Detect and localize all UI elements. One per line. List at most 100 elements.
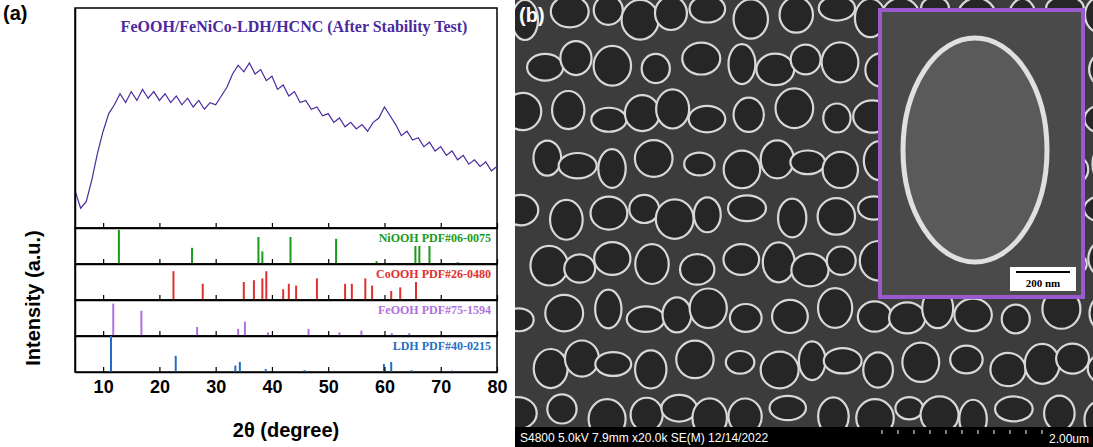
sem-pore bbox=[734, 98, 764, 132]
reference-peak bbox=[172, 271, 174, 300]
x-tick: 80 bbox=[487, 367, 507, 397]
sem-pore bbox=[680, 254, 714, 285]
sem-pore bbox=[730, 304, 762, 332]
x-axis-title: 2θ (degree) bbox=[233, 419, 339, 441]
reference-peak bbox=[253, 280, 255, 300]
sem-pore bbox=[858, 301, 892, 331]
sem-pore bbox=[635, 350, 666, 388]
sem-pore bbox=[589, 399, 626, 427]
sem-pore bbox=[694, 197, 721, 232]
sem-pore bbox=[756, 54, 794, 85]
sem-pore bbox=[690, 288, 727, 328]
sem-pore bbox=[642, 54, 670, 83]
panel: FeOOH PDF#75-1594 bbox=[75, 300, 498, 337]
scale-tick bbox=[962, 430, 963, 434]
sem-pore bbox=[547, 394, 576, 423]
marks bbox=[113, 304, 409, 336]
reference-peak bbox=[237, 329, 239, 336]
x-tick-label: 20 bbox=[150, 377, 170, 397]
sem-pore bbox=[534, 349, 568, 388]
sem-pore bbox=[533, 141, 561, 176]
reference-label: FeOOH PDF#75-1594 bbox=[378, 303, 491, 317]
y-axis bbox=[75, 229, 76, 265]
sem-pore bbox=[1089, 296, 1093, 330]
y-axis-line bbox=[75, 301, 77, 337]
reference-peak bbox=[383, 364, 385, 372]
sem-pore bbox=[723, 244, 759, 275]
sem-pore bbox=[631, 398, 663, 427]
chart-title: FeOOH/FeNiCo-LDH/HCNC (After Stability T… bbox=[121, 18, 468, 36]
sem-pore bbox=[763, 242, 795, 282]
scale-tick bbox=[946, 430, 947, 434]
reference-peak bbox=[290, 237, 292, 264]
sem-pore bbox=[824, 348, 862, 373]
reference-peak bbox=[351, 284, 353, 300]
marks bbox=[75, 63, 497, 208]
reference-peak bbox=[390, 362, 392, 372]
x-axis-line bbox=[76, 372, 498, 374]
sem-pore bbox=[627, 306, 665, 331]
sem-pore bbox=[635, 140, 673, 177]
sem-pore bbox=[1044, 396, 1074, 427]
reference-peak bbox=[410, 370, 412, 372]
x-tick-label: 70 bbox=[431, 377, 451, 397]
scale-tick bbox=[1026, 430, 1027, 434]
sem-pore bbox=[591, 108, 626, 132]
sem-pore bbox=[823, 152, 858, 188]
sem-pore bbox=[594, 0, 623, 25]
sem-pore bbox=[1092, 144, 1093, 184]
scale-label: 2.00um bbox=[1049, 432, 1089, 446]
x-tick: 30 bbox=[206, 367, 226, 397]
sem-pore bbox=[565, 341, 599, 377]
reference-peak bbox=[288, 284, 290, 300]
reference-peak bbox=[282, 289, 284, 300]
inset-pore bbox=[903, 38, 1047, 262]
inset-scale-box bbox=[1010, 267, 1076, 291]
reference-peak bbox=[360, 331, 362, 336]
sem-pore bbox=[791, 254, 828, 287]
sem-pore bbox=[778, 199, 806, 238]
reference-peak bbox=[265, 369, 267, 372]
info-text: S4800 5.0kV 7.9mm x20.0k SE(M) 12/14/202… bbox=[520, 431, 768, 445]
sem-pore bbox=[770, 396, 806, 420]
reference-peak bbox=[196, 327, 198, 336]
reference-peak bbox=[295, 286, 297, 300]
x-tick-mark bbox=[497, 367, 498, 372]
sem-pore bbox=[902, 343, 939, 382]
reference-peak bbox=[371, 286, 373, 300]
reference-peak bbox=[202, 284, 204, 300]
sem-pore bbox=[1084, 196, 1093, 222]
sem-pore bbox=[761, 352, 799, 389]
x-tick: 20 bbox=[150, 367, 170, 397]
reference-peak bbox=[118, 230, 120, 264]
sem-pore bbox=[889, 302, 925, 333]
reference-label: LDH PDF#40-0215 bbox=[393, 339, 491, 353]
x-tick-label: 10 bbox=[94, 377, 114, 397]
reference-peak bbox=[316, 278, 318, 300]
sem-pore bbox=[761, 140, 794, 178]
sem-pore bbox=[545, 295, 583, 332]
scale-tick bbox=[930, 430, 931, 434]
info-bar bbox=[515, 427, 1093, 447]
sem-pore bbox=[515, 308, 534, 331]
plot-frame bbox=[75, 264, 497, 300]
reference-peak bbox=[414, 244, 416, 264]
x-tick-mark bbox=[159, 367, 160, 372]
sem-pore bbox=[818, 288, 852, 328]
label-patch bbox=[390, 338, 494, 354]
plot-frame bbox=[75, 336, 497, 372]
reference-peak bbox=[428, 244, 430, 264]
sem-pore bbox=[551, 0, 589, 27]
reference-peak bbox=[234, 366, 236, 372]
reference-peak bbox=[239, 362, 241, 372]
x-tick-label: 80 bbox=[487, 377, 507, 397]
x-axis: 1020304050607080 bbox=[76, 367, 508, 397]
y-axis bbox=[75, 265, 76, 301]
plot-frame bbox=[75, 228, 497, 264]
sem-pore bbox=[819, 0, 855, 21]
sem-pore bbox=[1056, 344, 1089, 374]
x-tick: 10 bbox=[94, 367, 114, 397]
sem-pore bbox=[818, 397, 849, 427]
sem-pore bbox=[515, 195, 538, 225]
reference-peak bbox=[261, 251, 263, 264]
